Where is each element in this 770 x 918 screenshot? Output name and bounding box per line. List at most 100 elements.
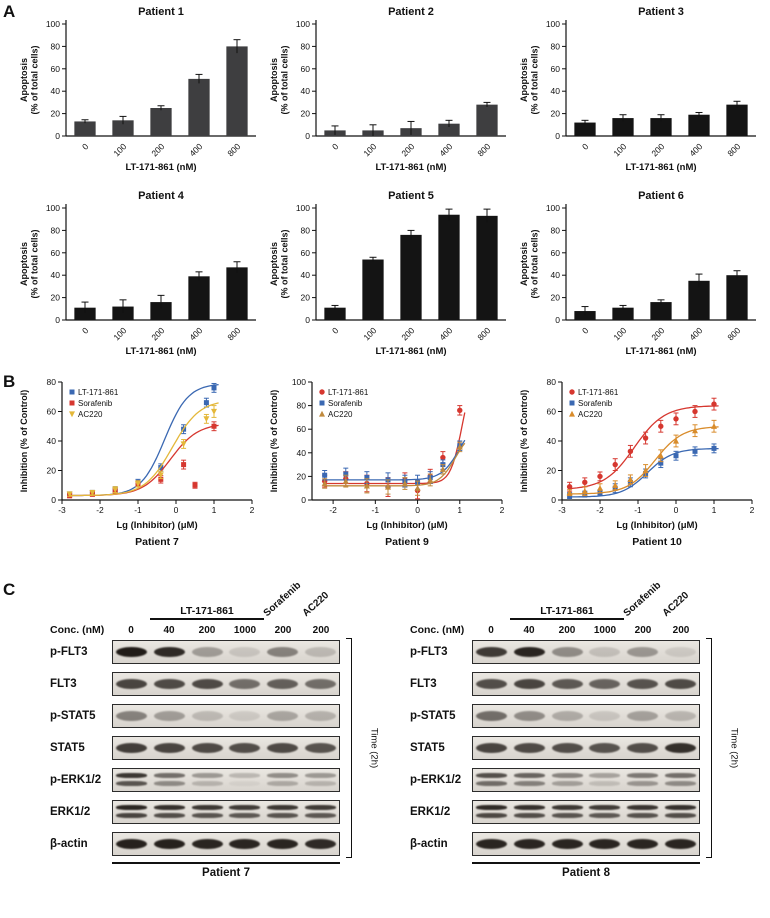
y-axis-label: Apoptosis [269, 58, 279, 102]
y-tick-label: 40 [551, 86, 561, 96]
antibody-label: STAT5 [50, 742, 85, 754]
data-point [692, 408, 698, 415]
x-tick-label: -1 [134, 505, 142, 515]
data-point [456, 443, 463, 450]
protein-band [304, 839, 336, 849]
y-tick-label: 80 [551, 41, 561, 51]
x-tick-label: 800 [725, 141, 742, 158]
blot-lane [151, 673, 189, 695]
x-tick-label: 100 [611, 141, 628, 158]
blot-lane [188, 705, 226, 727]
bar [688, 114, 710, 136]
x-tick-label: 100 [361, 325, 378, 342]
blot-lane [264, 769, 302, 791]
legend-marker [69, 400, 75, 406]
chart-title: Patient 6 [638, 190, 684, 202]
protein-band [116, 743, 148, 753]
x-tick-label: -3 [58, 505, 66, 515]
antibody-label: p-ERK1/2 [410, 774, 462, 786]
protein-band [154, 773, 185, 778]
blot-lane [473, 769, 511, 791]
legend-marker [69, 411, 75, 418]
data-point [203, 400, 209, 406]
blot-lane [624, 705, 662, 727]
blot-lane [511, 641, 549, 663]
protein-band [154, 647, 185, 657]
blot-lane [151, 705, 189, 727]
data-point [385, 483, 391, 490]
protein-band [664, 839, 696, 849]
bar-chart-patient-4: Patient 4 0 20 40 60 80 100 0 100 200 400 800 LT-171… [19, 190, 256, 357]
lane-concentrations: 0 40 200 1000 200 200 [472, 625, 700, 636]
y-tick-label: 100 [296, 203, 310, 213]
lane-concentrations: 0 40 200 1000 200 200 [112, 625, 340, 636]
y-tick-label: 80 [551, 225, 561, 235]
bar [612, 307, 634, 320]
protein-band [116, 813, 148, 818]
blot-panel-patient-8: Conc. (nM) 0 40 200 1000 200 200 LT-171-861 Sora… [410, 580, 740, 879]
x-tick-label: -1 [634, 505, 642, 515]
blot-lane [473, 801, 511, 823]
blot-strip [472, 736, 700, 760]
x-tick-label: 0 [580, 325, 591, 336]
x-tick-label: 0 [80, 325, 91, 336]
bar [188, 276, 210, 320]
blot-lane [661, 641, 699, 663]
protein-band [229, 781, 261, 786]
legend-label: LT-171-861 [78, 388, 119, 397]
x-tick-label: 100 [361, 141, 378, 158]
blot-lane [661, 705, 699, 727]
y-tick-label: 0 [551, 495, 556, 505]
protein-band [304, 711, 336, 721]
blot-strip [112, 640, 340, 664]
protein-band [664, 647, 696, 657]
data-point [658, 423, 664, 429]
lane-concentration: 200 [672, 625, 690, 636]
blot-row-erk1-2: ERK1/2 [50, 798, 362, 826]
protein-band [191, 711, 223, 721]
data-point [439, 466, 446, 472]
data-point [401, 480, 408, 487]
x-tick-label: 0 [330, 141, 341, 152]
y-axis-label: (% of total cells) [530, 45, 540, 114]
blot-lane [511, 705, 549, 727]
data-point [627, 448, 634, 455]
bar-chart-patient-2: Patient 2 0 20 40 60 80 100 0 100 200 400 800 LT-171… [269, 6, 506, 173]
blot-lane [473, 833, 511, 855]
blot-strip [472, 672, 700, 696]
panel-c-label: C [3, 580, 16, 599]
legend-marker [569, 410, 575, 417]
fit-curve-lt-171-861 [569, 405, 719, 490]
data-point [322, 472, 328, 478]
data-point [711, 445, 717, 451]
data-point [566, 489, 573, 496]
y-tick-label: 80 [51, 41, 61, 51]
legend-marker [569, 400, 575, 406]
antibody-label: p-FLT3 [410, 646, 448, 658]
protein-band [589, 711, 621, 721]
protein-band [589, 773, 621, 778]
bar [362, 259, 384, 320]
y-axis-label: (% of total cells) [30, 229, 40, 298]
x-axis-label: LT-171-861 (nM) [625, 346, 696, 357]
bar-chart-patient-3: Patient 3 0 20 40 60 80 100 0 100 200 400 800 LT-171… [519, 6, 756, 173]
blot-lane [661, 801, 699, 823]
x-axis-label: LT-171-861 (nM) [375, 162, 446, 173]
x-tick-label: -2 [329, 505, 337, 515]
y-tick-label: 80 [51, 225, 61, 235]
blot-lane [264, 833, 302, 855]
x-axis-label: Lg (Inhibitor) (μM) [366, 520, 447, 531]
panel-a-label: A [3, 2, 16, 21]
legend-label: AC220 [578, 410, 603, 419]
protein-band [304, 805, 336, 810]
protein-band [191, 805, 223, 810]
x-tick-label: 1 [712, 505, 717, 515]
y-axis-label: Inhibition (% of Control) [269, 390, 279, 492]
protein-band [664, 743, 696, 753]
blot-panel-patient-7: Conc. (nM) 0 40 200 1000 200 200 LT-171-861 Sora… [50, 580, 380, 879]
data-point [211, 408, 217, 415]
protein-band [267, 805, 298, 810]
protein-band [229, 743, 261, 753]
x-tick-label: 800 [225, 325, 242, 342]
y-axis-label: (% of total cells) [280, 45, 290, 114]
